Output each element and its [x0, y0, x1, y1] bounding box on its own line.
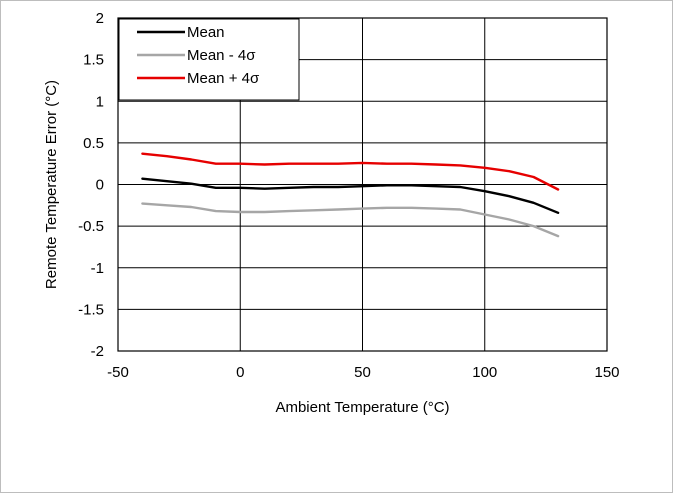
series-line	[141, 152, 560, 191]
y-axis-ticks: -2 -1.5 -1 -0.5 0 0.5 1 1.5 2	[78, 10, 104, 360]
x-tick-label: -50	[107, 364, 129, 381]
plot-area	[117, 17, 608, 352]
series-line	[141, 177, 560, 215]
legend-label: Mean + 4σ	[187, 70, 260, 87]
y-tick-label: 2	[96, 10, 104, 27]
y-tick-label: 1	[96, 93, 104, 110]
series-lines	[141, 152, 560, 238]
y-tick-label: 1.5	[83, 52, 104, 69]
y-tick-label: -2	[91, 343, 104, 360]
x-axis-ticks: -50 0 50 100 150	[107, 364, 619, 381]
legend-label: Mean - 4σ	[187, 47, 256, 64]
y-axis-label: Remote Temperature Error (°C)	[43, 80, 60, 289]
y-tick-label: -1	[91, 260, 104, 277]
series-line	[141, 202, 560, 238]
legend: Mean Mean - 4σ Mean + 4σ	[118, 18, 300, 101]
x-tick-label: 100	[472, 364, 497, 381]
x-tick-label: 150	[594, 364, 619, 381]
y-tick-label: -1.5	[78, 301, 104, 318]
y-tick-label: 0.5	[83, 135, 104, 152]
x-axis-label: Ambient Temperature (°C)	[275, 399, 449, 416]
x-tick-label: 0	[236, 364, 244, 381]
x-tick-label: 50	[354, 364, 371, 381]
legend-label: Mean	[187, 24, 225, 41]
y-tick-label: 0	[96, 177, 104, 194]
y-tick-label: -0.5	[78, 218, 104, 235]
